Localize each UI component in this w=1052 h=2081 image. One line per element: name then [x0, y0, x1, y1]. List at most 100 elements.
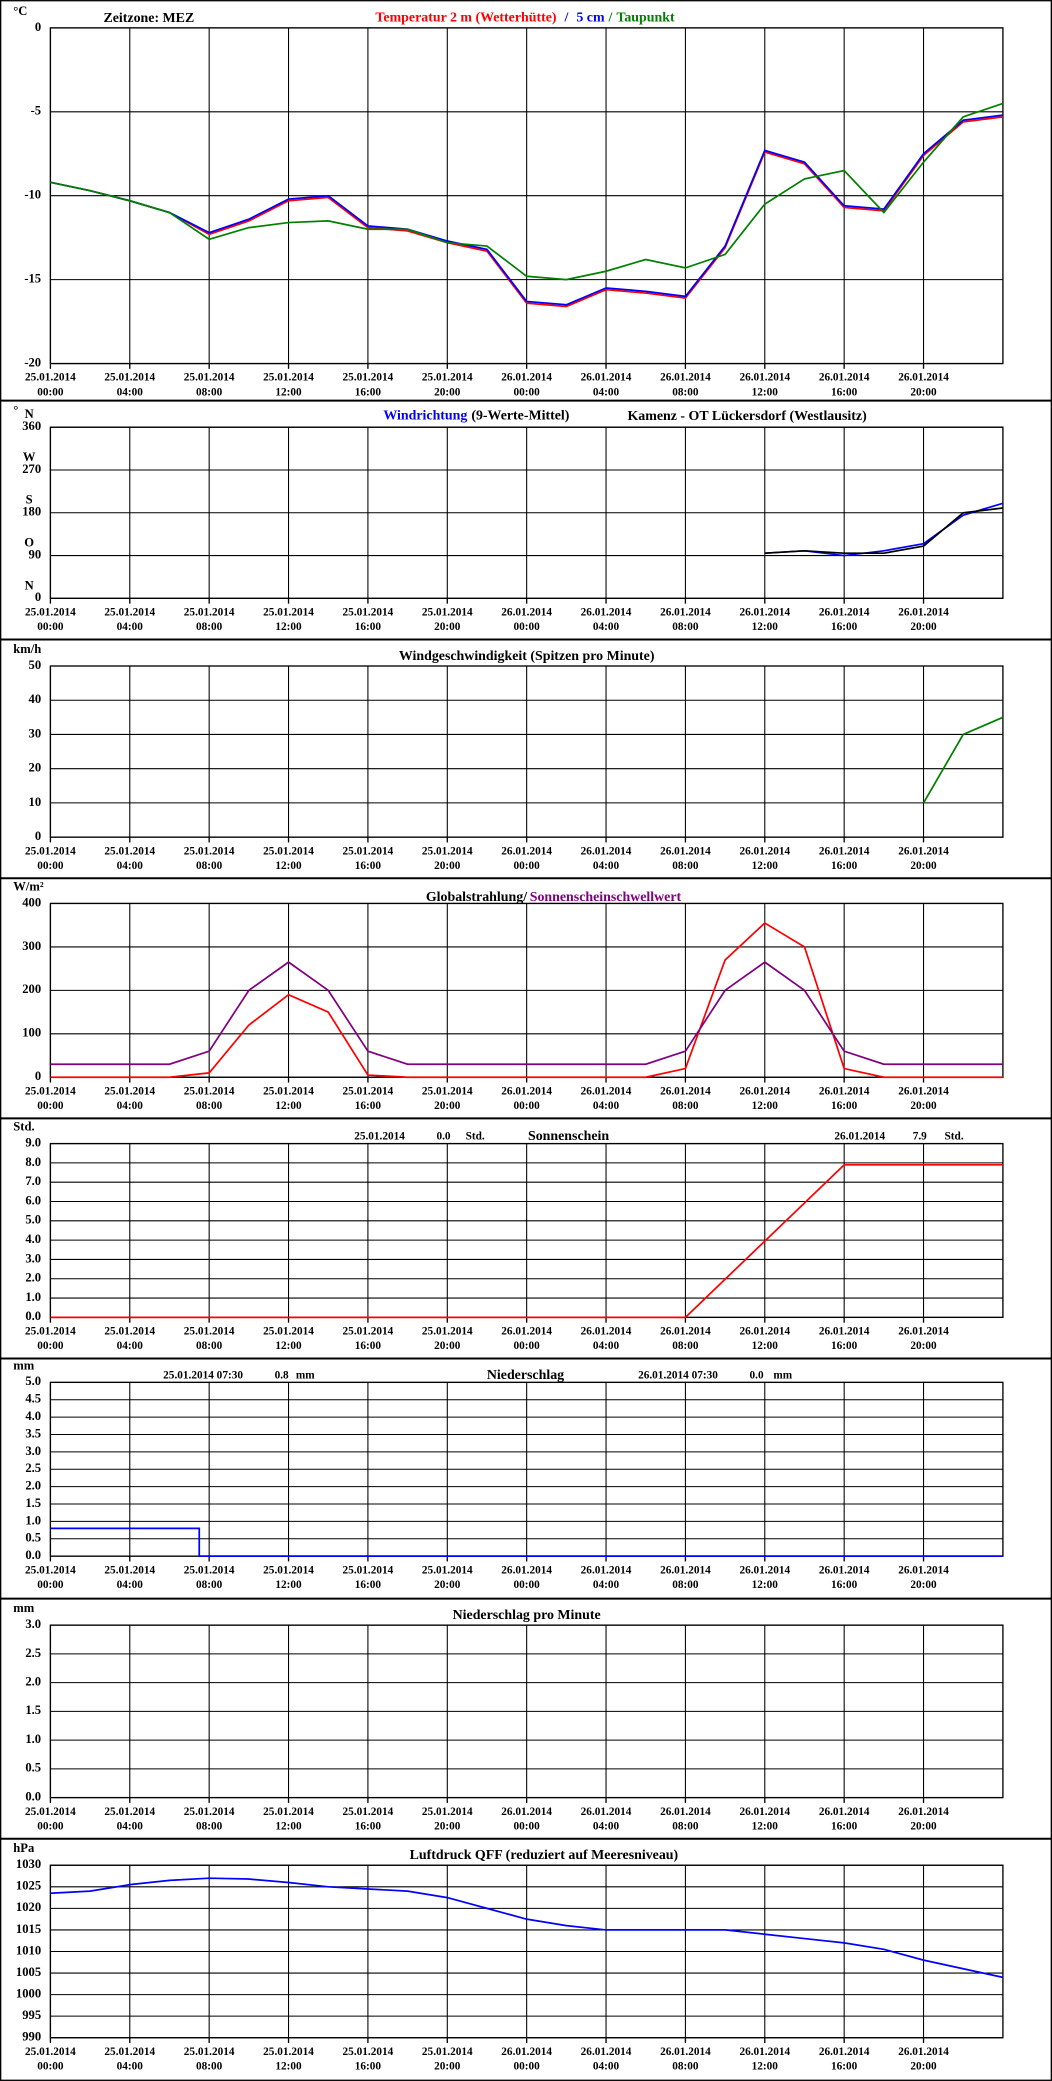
y-tick-label: 30	[29, 726, 42, 740]
y-tick-label: -20	[24, 355, 41, 369]
x-tick-label: 12:00	[752, 1340, 779, 1352]
y-tick-label: 4.0	[25, 1232, 41, 1246]
x-tick-date: 25.01.2014	[25, 1564, 76, 1576]
y-tick-label: 0.0	[25, 1789, 41, 1803]
y-tick-label: 5.0	[25, 1213, 41, 1227]
x-tick-date: 26.01.2014	[501, 372, 552, 384]
x-tick-label: 00:00	[514, 386, 541, 398]
x-tick-label: 16:00	[355, 1340, 382, 1352]
x-tick-label: 12:00	[752, 1579, 779, 1591]
x-tick-date: 25.01.2014	[104, 2046, 155, 2058]
x-tick-date: 25.01.2014	[25, 372, 76, 384]
x-tick-label: 12:00	[275, 860, 302, 872]
y-tick-label: 1.0	[25, 1513, 41, 1527]
y-tick-label: 0	[35, 1069, 41, 1083]
series-line	[50, 1527, 1003, 1558]
summary-unit: Std.	[945, 1131, 964, 1143]
x-tick-label: 00:00	[37, 2060, 64, 2072]
x-tick-label: 04:00	[593, 860, 620, 872]
x-tick-label: 12:00	[275, 1579, 302, 1591]
x-tick-label: 16:00	[831, 2060, 858, 2072]
x-tick-label: 00:00	[37, 1579, 64, 1591]
x-tick-label: 16:00	[355, 2060, 382, 2072]
x-tick-label: 08:00	[672, 2060, 699, 2072]
x-tick-label: 04:00	[117, 1820, 144, 1832]
y-tick-label: 5.0	[25, 1374, 41, 1388]
y-tick-label: 300	[22, 939, 41, 953]
x-tick-date: 26.01.2014	[660, 2046, 711, 2058]
y-unit: °	[13, 403, 18, 417]
y-tick-label: 1030	[16, 1857, 41, 1871]
y-tick-label: 40	[29, 692, 42, 706]
x-tick-date: 25.01.2014	[184, 1085, 235, 1097]
direction-label: O	[24, 536, 34, 550]
y-tick-label: 1020	[16, 1900, 41, 1914]
x-tick-label: 20:00	[910, 1100, 937, 1112]
chart-title: Niederschlag pro Minute	[453, 1608, 601, 1623]
x-tick-date: 26.01.2014	[660, 372, 711, 384]
x-tick-label: 20:00	[910, 860, 937, 872]
x-tick-label: 16:00	[355, 1100, 382, 1112]
x-tick-label: 00:00	[37, 621, 64, 633]
x-tick-label: 04:00	[593, 1100, 620, 1112]
x-tick-label: 16:00	[831, 1579, 858, 1591]
y-tick-label: 1010	[16, 1943, 41, 1957]
x-tick-label: 04:00	[117, 860, 144, 872]
x-tick-date: 26.01.2014	[739, 2046, 790, 2058]
y-tick-label: 50	[29, 658, 42, 672]
x-tick-date: 25.01.2014	[343, 607, 394, 619]
x-tick-date: 26.01.2014	[819, 2046, 870, 2058]
chart-title: Sonnenschein	[528, 1129, 609, 1144]
header-part: Globalstrahlung/	[426, 890, 527, 905]
header-part: Temperatur 2 m (Wetterhütte)	[375, 11, 556, 26]
x-tick-date: 25.01.2014	[343, 1085, 394, 1097]
x-tick-label: 20:00	[910, 1820, 937, 1832]
x-tick-label: 08:00	[196, 1820, 223, 1832]
x-tick-date: 26.01.2014	[819, 372, 870, 384]
y-tick-label: 0.5	[25, 1761, 41, 1775]
x-tick-date: 25.01.2014	[263, 2046, 314, 2058]
x-tick-date: 26.01.2014	[501, 1564, 552, 1576]
x-tick-date: 26.01.2014	[898, 1564, 949, 1576]
x-tick-label: 16:00	[831, 621, 858, 633]
x-tick-date: 25.01.2014	[184, 1806, 235, 1818]
y-tick-label: 3.0	[25, 1617, 41, 1631]
x-tick-label: 20:00	[910, 621, 937, 633]
x-tick-label: 00:00	[37, 1100, 64, 1112]
y-tick-label: 180	[22, 505, 41, 519]
x-tick-label: 04:00	[593, 621, 620, 633]
y-tick-label: -15	[24, 272, 41, 286]
x-tick-date: 26.01.2014	[898, 1806, 949, 1818]
x-tick-label: 12:00	[275, 1100, 302, 1112]
x-tick-date: 26.01.2014	[739, 845, 790, 857]
x-tick-date: 25.01.2014	[104, 1806, 155, 1818]
x-tick-date: 25.01.2014	[422, 1085, 473, 1097]
y-tick-label: 100	[22, 1026, 41, 1040]
y-unit: mm	[13, 1358, 34, 1372]
y-tick-label: 0	[35, 829, 41, 843]
x-tick-label: 04:00	[117, 386, 144, 398]
header-part: Sonnenscheinschwellwert	[530, 890, 682, 905]
x-tick-date: 25.01.2014	[104, 1085, 155, 1097]
x-tick-date: 25.01.2014	[263, 845, 314, 857]
x-tick-date: 25.01.2014	[184, 607, 235, 619]
x-tick-label: 00:00	[37, 860, 64, 872]
x-tick-date: 26.01.2014	[660, 1085, 711, 1097]
x-tick-label: 12:00	[275, 2060, 302, 2072]
x-tick-date: 25.01.2014	[343, 2046, 394, 2058]
y-tick-label: 9.0	[25, 1135, 41, 1149]
y-tick-label: 2.0	[25, 1479, 41, 1493]
x-tick-date: 26.01.2014	[819, 607, 870, 619]
header-part: (9-Werte-Mittel)	[471, 409, 569, 424]
x-tick-date: 26.01.2014	[898, 372, 949, 384]
x-tick-date: 26.01.2014	[501, 2046, 552, 2058]
x-tick-date: 26.01.2014	[739, 1564, 790, 1576]
x-tick-label: 12:00	[275, 1820, 302, 1832]
x-tick-date: 26.01.2014	[898, 1326, 949, 1338]
chart-header: Temperatur 2 m (Wetterhütte)/5 cm / Taupun…	[375, 11, 675, 26]
x-tick-date: 25.01.2014	[25, 1326, 76, 1338]
chart-header: Windrichtung (9-Werte-Mittel)	[383, 409, 569, 424]
x-tick-label: 04:00	[117, 1579, 144, 1591]
x-tick-label: 12:00	[752, 2060, 779, 2072]
chart-title: Windgeschwindigkeit (Spitzen pro Minute)	[399, 649, 655, 664]
